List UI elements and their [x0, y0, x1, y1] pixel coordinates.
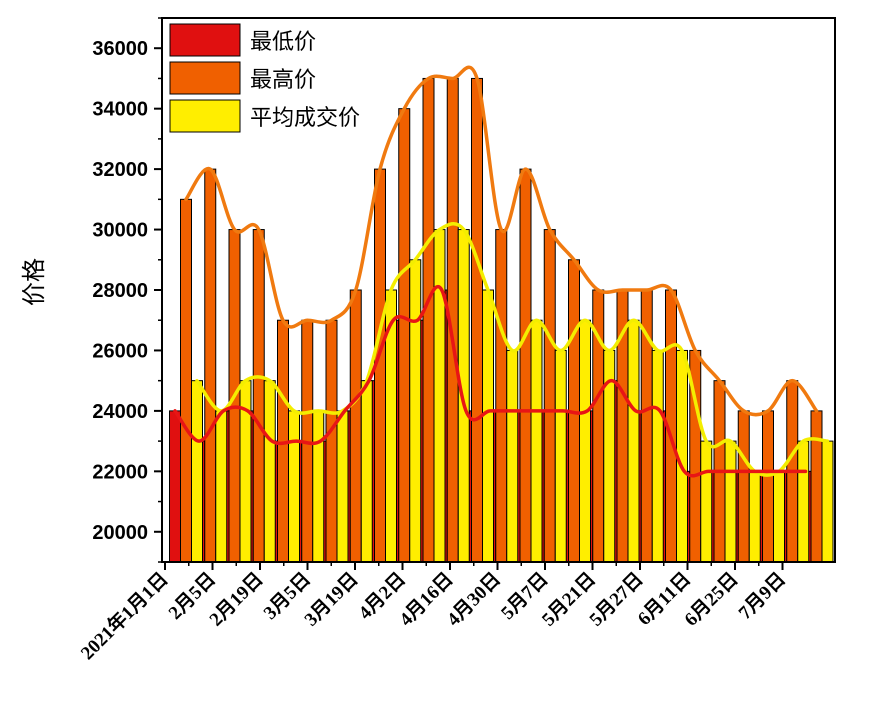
line-3	[195, 222, 830, 477]
bar-2-27	[810, 410, 823, 563]
x-tick-label-11: 5月27日	[586, 569, 648, 631]
bar-2-8	[349, 289, 362, 563]
y-tick-label-9: 36000	[92, 38, 148, 60]
bar-3-10	[409, 259, 422, 563]
legend-swatch-1	[169, 23, 241, 57]
bar-3-4	[263, 380, 276, 563]
bar-2-13	[471, 77, 483, 563]
y-tick-label-4: 26000	[92, 340, 148, 362]
bar-3-15	[530, 319, 543, 563]
bar-3-25	[773, 470, 785, 563]
bar-layer	[169, 77, 834, 563]
y-tick-label-7: 32000	[92, 159, 148, 181]
bar-3-7	[336, 410, 349, 563]
bar-3-14	[506, 349, 519, 563]
x-tick-label-1: 2021年1月1日	[76, 567, 173, 664]
legend-label-3: 平均成交价	[250, 106, 360, 131]
y-tick-label-2: 22000	[92, 461, 148, 483]
line-1	[173, 285, 808, 478]
bar-2-10	[398, 108, 411, 563]
bar-3-26	[797, 440, 810, 563]
bar-2-2	[204, 168, 217, 563]
bar-3-1	[191, 380, 203, 563]
y-tick-label-1: 20000	[92, 522, 148, 544]
legend-swatch-3	[169, 99, 241, 133]
bar-3-6	[312, 410, 325, 563]
bar-3-19	[627, 319, 640, 563]
bar-2-1	[180, 198, 192, 563]
x-tick-label-8: 4月30日	[443, 569, 505, 631]
bar-3-20	[651, 349, 664, 563]
bar-3-5	[288, 410, 300, 563]
bar-3-11	[433, 229, 446, 563]
line-2	[184, 65, 819, 417]
bar-2-24	[737, 410, 750, 563]
bar-3-24	[748, 470, 761, 563]
bar-2-16	[543, 229, 556, 563]
bar-3-23	[724, 440, 737, 563]
bar-2-25	[762, 410, 774, 563]
legend-label-2: 最高价	[250, 68, 316, 93]
bar-3-22	[700, 440, 713, 563]
y-tick-label-5: 28000	[92, 280, 148, 302]
x-tick-label-14: 7月9日	[735, 569, 790, 624]
bar-3-13	[482, 289, 494, 563]
bar-2-4	[252, 229, 265, 563]
bar-3-2	[215, 410, 228, 563]
bar-2-14	[495, 229, 508, 563]
bar-3-16	[554, 349, 567, 563]
y-tick-label-8: 34000	[92, 99, 148, 121]
legend-swatch-2	[169, 61, 241, 95]
bar-2-7	[325, 319, 338, 563]
y-axis-title: 价格	[20, 258, 48, 306]
x-tick-label-5: 3月19日	[301, 569, 363, 631]
legend-label-1: 最低价	[250, 30, 316, 55]
bar-3-8	[360, 380, 373, 563]
y-tick-label-3: 24000	[92, 401, 148, 423]
x-tick-label-3: 2月19日	[206, 569, 268, 631]
smooth-line-layer	[173, 65, 830, 478]
x-tick-label-13: 6月25日	[681, 569, 743, 631]
y-tick-label-6: 30000	[92, 220, 148, 242]
bar-3-17	[579, 319, 591, 563]
bar-2-11	[422, 77, 435, 563]
bar-3-27	[821, 440, 834, 563]
bar-1-1	[169, 410, 181, 563]
bar-2-15	[519, 168, 532, 563]
